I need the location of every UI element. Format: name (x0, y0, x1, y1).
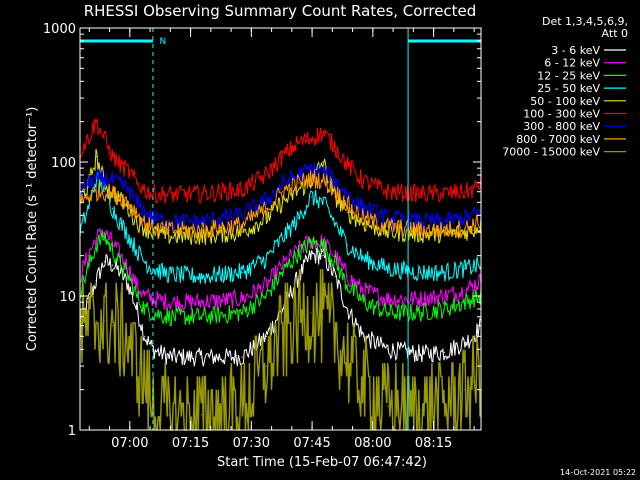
series-line (79, 269, 482, 431)
data-point (168, 301, 170, 303)
data-point (200, 414, 203, 416)
series-line (79, 148, 482, 245)
series-line (79, 229, 482, 327)
x-axis-label: Start Time (15-Feb-07 06:47:42) (217, 455, 427, 470)
x-tick-label: 07:15 (172, 436, 209, 451)
data-point (87, 268, 89, 270)
data-point (464, 191, 466, 193)
series-line (79, 162, 482, 232)
data-point (310, 168, 312, 170)
legend-label: 800 - 7000 keV (516, 133, 600, 146)
data-point (87, 255, 89, 257)
data-point (322, 255, 324, 257)
data-point (128, 268, 130, 270)
data-point (298, 182, 300, 184)
plot-area: N 1 10 100 1000 07:00 07:15 07:30 07:45 08:00 08:1… (43, 22, 482, 451)
data-point (334, 275, 336, 277)
data-point (119, 222, 122, 224)
x-tick-label: 07:00 (111, 436, 148, 451)
data-point (241, 231, 243, 233)
series-line (79, 118, 482, 205)
flag-bar-label: N (160, 37, 167, 47)
x-tick-label: 07:45 (293, 436, 330, 451)
data-point (472, 214, 474, 216)
data-point (241, 189, 243, 191)
legend-label: 7000 - 15000 keV (502, 146, 600, 159)
y-tick-label: 1000 (43, 22, 76, 37)
legend-label: 25 - 50 keV (537, 82, 600, 95)
legend-header: Att 0 (602, 27, 628, 40)
data-point (322, 161, 324, 163)
x-tick-label: 08:00 (354, 436, 391, 451)
data-point (346, 193, 348, 195)
data-point (387, 405, 389, 407)
data-point (472, 229, 474, 231)
data-point (387, 312, 389, 314)
x-tick-label: 07:30 (233, 436, 270, 451)
chart-title: RHESSI Observing Summary Count Rates, Co… (84, 2, 477, 20)
series-line (79, 172, 482, 285)
data-point (168, 194, 170, 196)
data-point (103, 137, 105, 139)
data-point (241, 356, 243, 358)
data-point (103, 261, 105, 263)
data-point (265, 174, 267, 176)
footer-timestamp: 14-Oct-2021 05:22 (560, 468, 636, 477)
data-point (144, 335, 146, 337)
data-point (103, 191, 105, 193)
data-point (443, 193, 446, 195)
legend-label: 100 - 300 keV (523, 108, 600, 121)
series-12-25-kev (79, 229, 482, 327)
data-point (111, 264, 113, 266)
legend-label: 50 - 100 keV (530, 95, 600, 108)
y-tick-label: 10 (59, 290, 76, 305)
data-point (334, 261, 336, 263)
legend-label: 6 - 12 keV (544, 57, 600, 70)
data-point (168, 414, 170, 416)
axes-frame (79, 27, 482, 431)
series-line (79, 170, 482, 240)
series-100-300-kev (79, 118, 482, 205)
data-point (265, 365, 267, 367)
series-line (79, 228, 482, 312)
data-point (281, 191, 284, 193)
data-point (346, 211, 348, 214)
legend-label: 300 - 800 keV (523, 120, 600, 133)
data-point (95, 320, 97, 322)
data-point (464, 289, 466, 292)
data-point (241, 271, 243, 273)
data-point (310, 312, 312, 314)
data-point (464, 268, 466, 270)
data-point (111, 325, 113, 327)
data-point (95, 244, 97, 246)
x-tick-label: 08:15 (415, 436, 452, 451)
data-point (111, 207, 113, 210)
legend-header: Det 1,3,4,5,6,9, (542, 15, 628, 28)
y-axis-label: Corrected Count Rate (s⁻¹ detector⁻¹) (25, 107, 40, 352)
legend-label: 3 - 6 keV (551, 44, 600, 57)
legend-label: 12 - 25 keV (537, 69, 600, 82)
data-point (152, 312, 154, 314)
data-point (443, 351, 446, 353)
y-tick-label: 1 (68, 424, 76, 439)
data-point (310, 196, 312, 198)
y-tick-label: 100 (51, 156, 76, 171)
